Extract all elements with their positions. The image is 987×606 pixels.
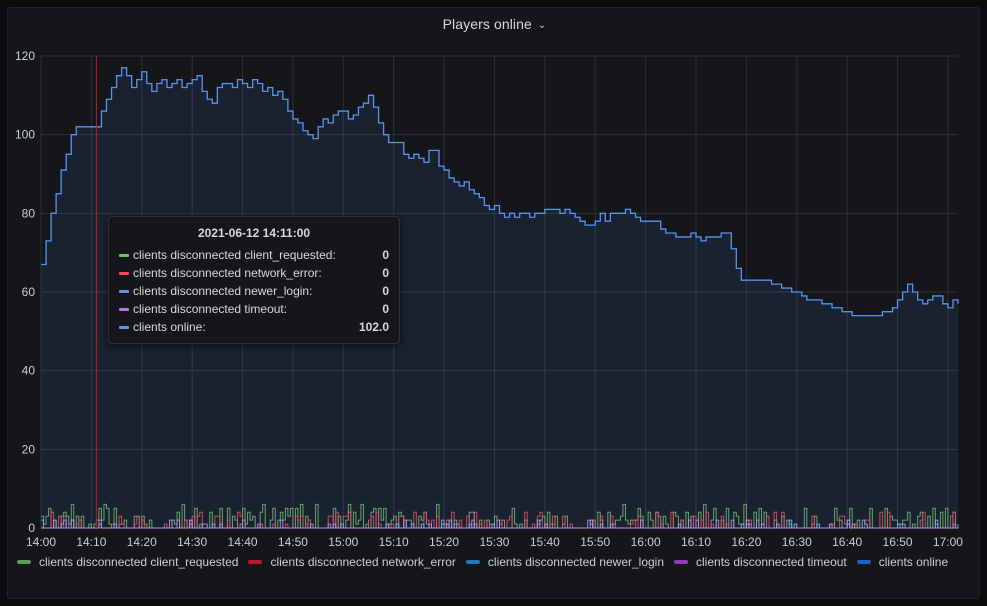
x-tick-label: 14:50 bbox=[278, 535, 308, 549]
legend-label[interactable]: clients disconnected newer_login bbox=[487, 555, 665, 569]
legend-swatch bbox=[248, 560, 263, 564]
legend: clients disconnected client_requested cli… bbox=[17, 553, 967, 571]
x-tick-label: 14:00 bbox=[26, 535, 56, 549]
x-tick-label: 16:30 bbox=[782, 535, 812, 549]
legend-item[interactable]: clients disconnected client_requested bbox=[17, 553, 238, 571]
tooltip-label: clients disconnected client_requested: bbox=[133, 248, 336, 262]
tooltip-swatch bbox=[119, 289, 129, 293]
y-tick-label: 20 bbox=[22, 442, 36, 456]
x-tick-label: 15:00 bbox=[328, 535, 358, 549]
legend-item[interactable]: clients online bbox=[856, 553, 949, 571]
x-tick-label: 15:30 bbox=[479, 535, 509, 549]
x-tick-label: 16:20 bbox=[731, 535, 761, 549]
series-area-clients-online bbox=[41, 67, 958, 529]
x-tick-label: 16:10 bbox=[681, 535, 711, 549]
tooltip-swatch bbox=[119, 307, 129, 311]
series-line-clients-online bbox=[41, 67, 959, 317]
x-axis: 14:00 14:10 14:20 14:30 14:40 14:50 15:00 15:10… bbox=[26, 535, 963, 549]
y-tick-label: 0 bbox=[28, 521, 35, 535]
legend-label[interactable]: clients online bbox=[878, 555, 949, 569]
x-tick-label: 15:40 bbox=[530, 535, 560, 549]
x-tick-label: 15:50 bbox=[580, 535, 610, 549]
y-tick-label: 60 bbox=[22, 285, 36, 299]
legend-swatch bbox=[856, 560, 871, 564]
tooltip-time: 2021-06-12 14:11:00 bbox=[197, 226, 311, 240]
tooltip-row: clients disconnected client_requested: 0 bbox=[119, 246, 389, 264]
legend-item[interactable]: clients disconnected timeout bbox=[674, 553, 847, 571]
legend-label[interactable]: clients disconnected timeout bbox=[696, 555, 847, 569]
panel-title-text[interactable]: Players online bbox=[442, 16, 532, 32]
legend-item[interactable]: clients disconnected newer_login bbox=[465, 553, 665, 571]
y-tick-label: 100 bbox=[15, 128, 35, 142]
x-tick-label: 17:00 bbox=[933, 535, 963, 549]
y-tick-label: 80 bbox=[22, 206, 36, 220]
tooltip-swatch bbox=[119, 253, 129, 257]
x-tick-label: 14:30 bbox=[177, 535, 207, 549]
x-tick-label: 14:10 bbox=[76, 535, 106, 549]
tooltip-row: clients online: 102.0 bbox=[119, 318, 389, 336]
x-tick-label: 15:20 bbox=[429, 535, 459, 549]
tooltip-label: clients disconnected timeout: bbox=[133, 302, 288, 316]
y-tick-label: 40 bbox=[22, 364, 36, 378]
tooltip-value: 0 bbox=[382, 284, 389, 298]
legend-label[interactable]: clients disconnected client_requested bbox=[39, 555, 239, 569]
chevron-down-icon[interactable]: ⌄ bbox=[537, 20, 547, 31]
tooltip-swatch bbox=[119, 325, 129, 329]
legend-swatch bbox=[17, 560, 31, 564]
tooltip-label: clients disconnected network_error: bbox=[133, 266, 322, 280]
tooltip-label: clients online: bbox=[133, 320, 206, 334]
series-layer bbox=[41, 67, 959, 529]
tooltip-value: 0 bbox=[382, 248, 389, 262]
x-tick-label: 16:40 bbox=[832, 535, 862, 549]
x-tick-label: 16:00 bbox=[631, 535, 661, 549]
x-tick-label: 15:10 bbox=[379, 535, 409, 549]
series-line-4 bbox=[41, 519, 959, 529]
x-tick-label: 14:20 bbox=[127, 535, 157, 549]
tooltip-value: 102.0 bbox=[358, 320, 389, 334]
panel-title[interactable]: Players online ⌄ bbox=[8, 16, 981, 32]
x-tick-label: 14:40 bbox=[228, 535, 258, 549]
legend-swatch bbox=[465, 560, 480, 564]
x-tick-label: 16:50 bbox=[883, 535, 913, 549]
y-tick-label: 120 bbox=[15, 49, 35, 63]
tooltip-row: clients disconnected timeout: 0 bbox=[119, 300, 389, 318]
tooltip-row: clients disconnected newer_login: 0 bbox=[119, 282, 389, 300]
tooltip-value: 0 bbox=[382, 302, 389, 316]
tooltip-label: clients disconnected newer_login: bbox=[133, 284, 313, 298]
tooltip-row: clients disconnected network_error: 0 bbox=[119, 264, 389, 282]
hover-tooltip: 2021-06-12 14:11:00 clients disconnected… bbox=[108, 216, 400, 344]
legend-label[interactable]: clients disconnected network_error bbox=[270, 555, 456, 569]
legend-item[interactable]: clients disconnected network_error bbox=[248, 553, 456, 571]
tooltip-swatch bbox=[119, 271, 129, 275]
legend-swatch bbox=[674, 560, 689, 564]
y-axis: 0 20 40 60 80 100 120 bbox=[15, 49, 35, 535]
tooltip-value: 0 bbox=[382, 266, 389, 280]
